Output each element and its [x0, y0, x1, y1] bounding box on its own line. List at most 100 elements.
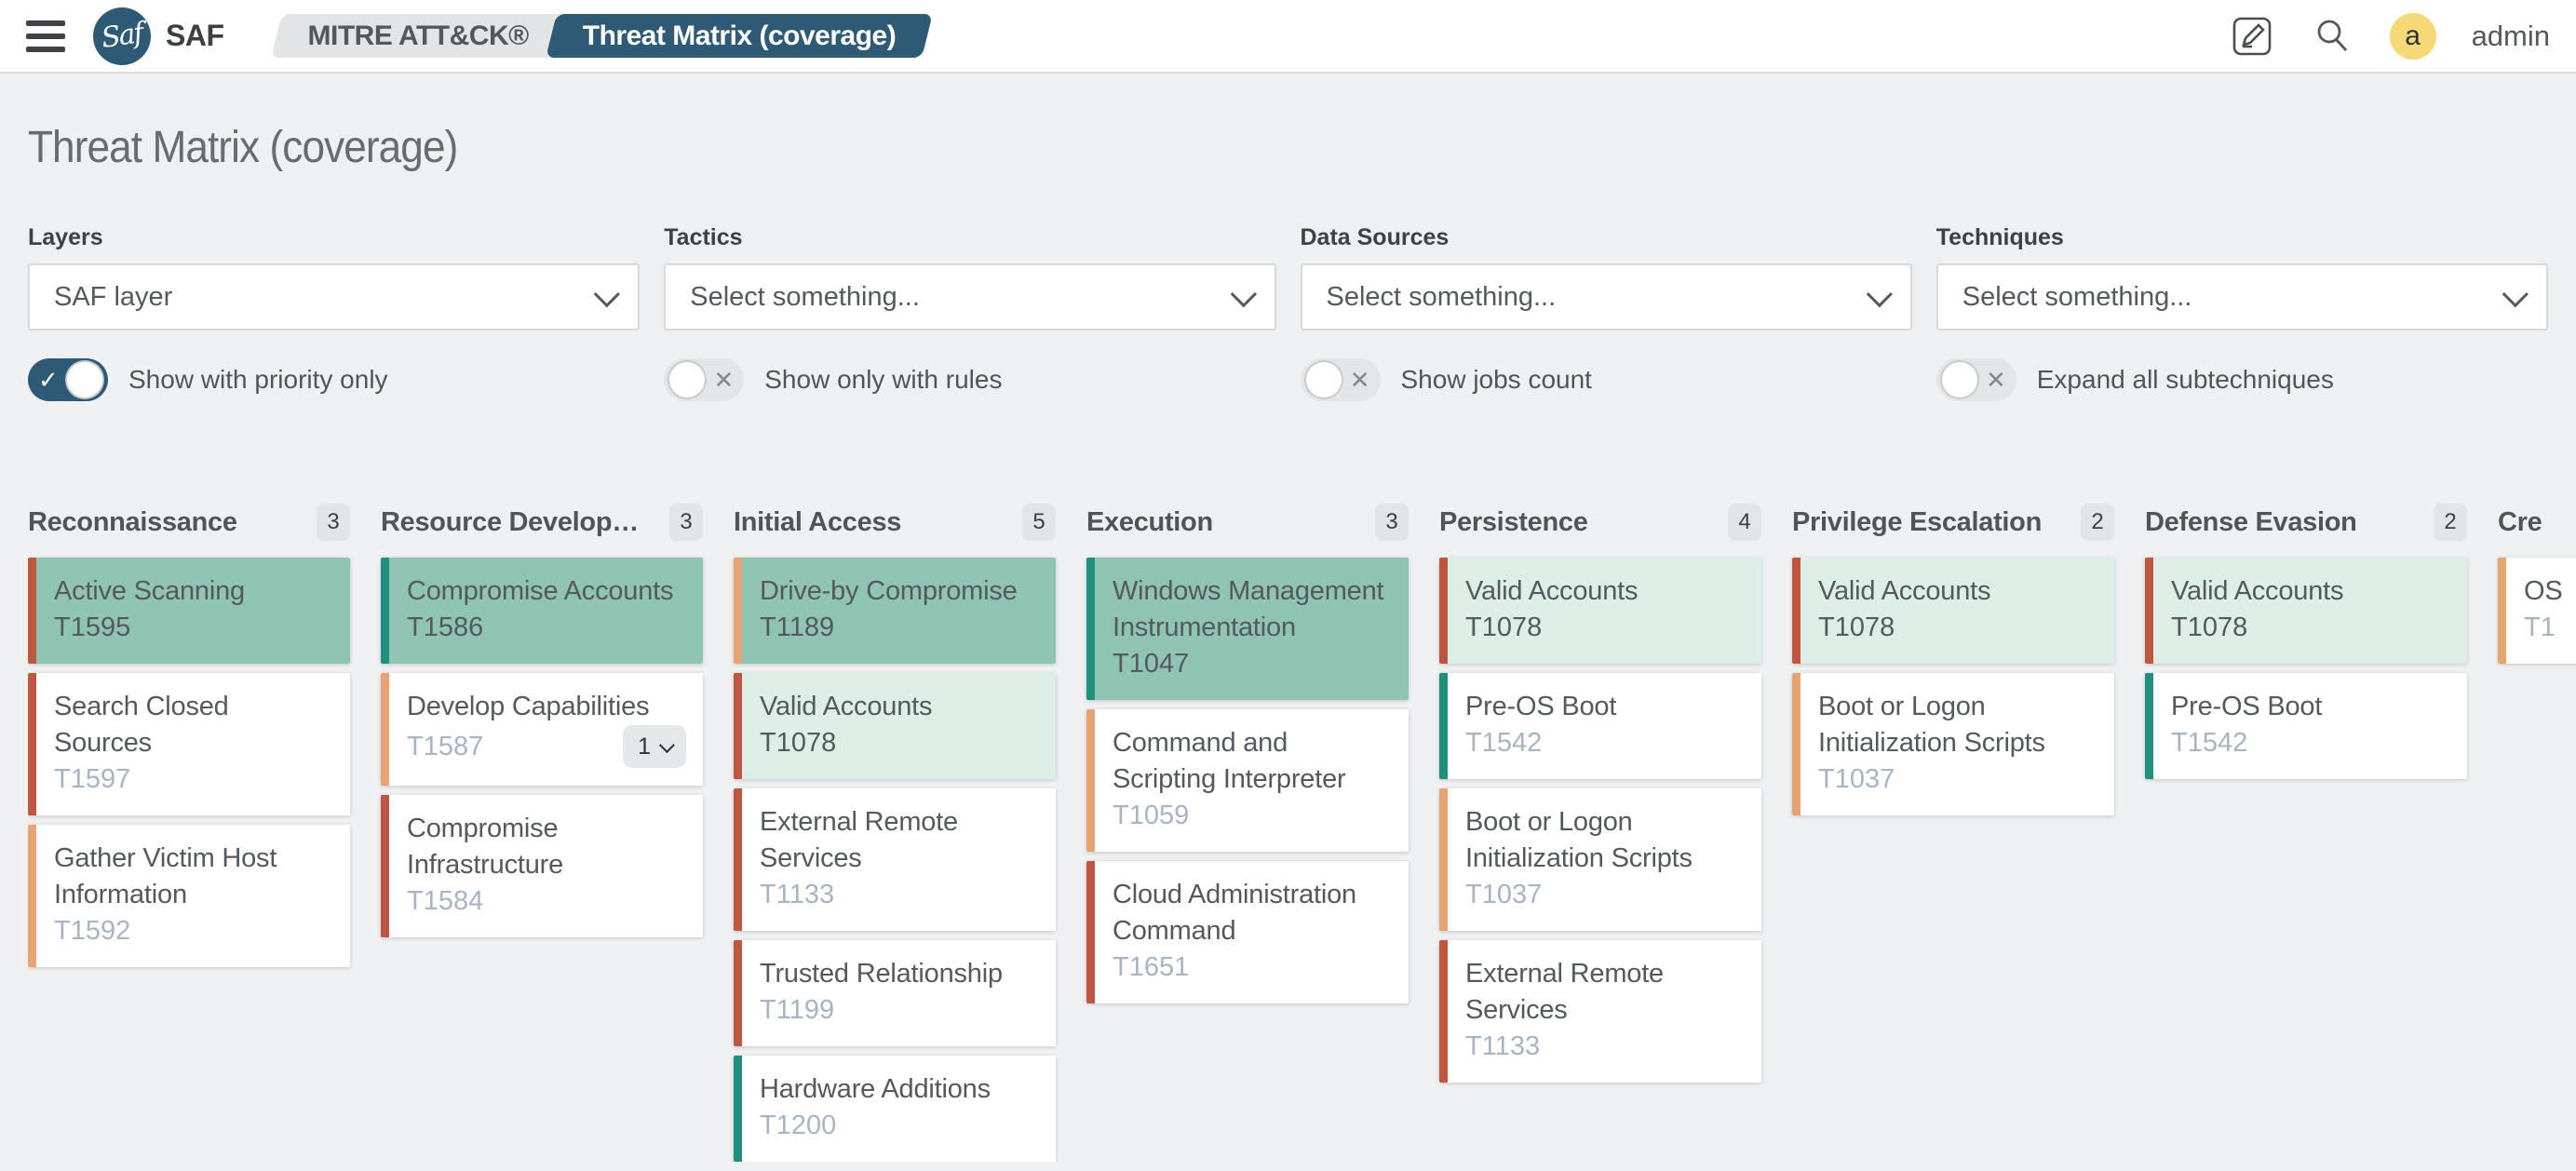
priority-color-bar: [381, 673, 389, 786]
filter-label: Layers: [28, 224, 103, 250]
technique-id-row: T1078: [1818, 610, 2097, 646]
technique-id: T1: [2524, 612, 2556, 642]
filter-group-layers: Layers SAF layer ✓ Show with priority only: [28, 224, 641, 401]
subtechniques-expand-button[interactable]: 1: [623, 725, 686, 768]
technique-card-t1597[interactable]: Search Closed Sources T1597: [28, 673, 350, 815]
breadcrumb-mitre-attack[interactable]: MITRE ATT&CK®: [276, 14, 560, 58]
technique-id: T1200: [760, 1110, 837, 1140]
tactic-name: Reconnaissance: [28, 506, 237, 537]
toggle-row: ✓ Show with priority only: [28, 358, 640, 401]
tactic-name: Defense Evasion: [2145, 506, 2357, 537]
edit-icon[interactable]: [2230, 14, 2274, 59]
technique-id-row: T1047: [1113, 646, 1392, 682]
tactic-name: Privilege Escalation: [1792, 506, 2043, 537]
technique-card-body: Pre-OS Boot T1542: [2153, 673, 2467, 779]
priority-color-bar: [28, 673, 36, 815]
technique-id-row: T1651: [1113, 949, 1392, 986]
priority-color-bar: [1439, 940, 1448, 1083]
technique-card-t1595[interactable]: Active Scanning T1595: [28, 558, 350, 664]
priority-color-bar: [734, 788, 742, 931]
technique-card-body: Boot or Logon Initialization Scripts T103…: [1801, 673, 2114, 815]
select-value: Select something...: [1962, 281, 2192, 312]
page-title: Threat Matrix (coverage): [28, 123, 458, 172]
technique-card-t1078[interactable]: Valid Accounts T1078: [2145, 558, 2467, 664]
technique-card-t1200[interactable]: Hardware Additions T1200: [734, 1056, 1056, 1162]
tactic-header: Privilege Escalation 2: [1792, 502, 2114, 543]
technique-card-t1037[interactable]: Boot or Logon Initialization Scripts T103…: [1439, 788, 1761, 931]
technique-title: Command and Scripting Interpreter: [1113, 728, 1346, 794]
technique-title: Pre-OS Boot: [1465, 692, 1617, 721]
technique-card-t1587[interactable]: Develop Capabilities T1587 1: [381, 673, 703, 786]
technique-id: T1078: [2171, 612, 2248, 642]
tactic-count-badge: 3: [1375, 504, 1409, 541]
threat-matrix: Reconnaissance 3 Active Scanning T1595 Searc…: [28, 502, 2576, 1162]
technique-id: T1059: [1113, 801, 1190, 830]
toggle-expand-all-subtechniques[interactable]: ✕: [1935, 358, 2016, 401]
technique-card-t1592[interactable]: Gather Victim Host Information T1592: [28, 825, 350, 967]
avatar[interactable]: a: [2389, 12, 2436, 60]
technique-card-t1199[interactable]: Trusted Relationship T1199: [734, 940, 1056, 1046]
technique-card-t1037[interactable]: Boot or Logon Initialization Scripts T103…: [1792, 673, 2114, 815]
technique-card-t1047[interactable]: Windows Management Instrumentation T1047: [1086, 558, 1409, 700]
toggle-show-with-priority-only[interactable]: ✓: [28, 358, 108, 401]
technique-id-row: T1037: [1465, 877, 1745, 913]
tactic-column-cre: Cre OS T1: [2498, 502, 2576, 1162]
select-layers[interactable]: SAF layer: [28, 263, 641, 330]
toggle-show-jobs-count[interactable]: ✕: [1300, 358, 1381, 401]
technique-card-t1584[interactable]: Compromise Infrastructure T1584: [381, 795, 703, 937]
technique-card-body: Hardware Additions T1200: [742, 1056, 1056, 1162]
technique-card-t1078[interactable]: Valid Accounts T1078: [734, 673, 1056, 779]
search-icon[interactable]: [2310, 14, 2354, 59]
tactic-column-resource-development: Resource Development 3 Compromise Accounts…: [381, 502, 703, 1162]
technique-id-row: T1592: [54, 913, 333, 949]
toggle-label: Show jobs count: [1400, 365, 1592, 394]
technique-card-body: Gather Victim Host Information T1592: [36, 825, 350, 967]
priority-color-bar: [1792, 673, 1801, 815]
technique-card-body: Compromise Accounts T1586: [389, 558, 703, 664]
technique-card-body: Boot or Logon Initialization Scripts T103…: [1448, 788, 1761, 931]
select-tactics[interactable]: Select something...: [664, 263, 1276, 330]
technique-title: OS: [2524, 576, 2563, 606]
select-techniques[interactable]: Select something...: [1935, 263, 2548, 330]
select-value: SAF layer: [54, 281, 173, 312]
technique-card-t1[interactable]: OS T1: [2498, 558, 2576, 664]
technique-id-row: T1199: [760, 992, 1039, 1029]
tactic-name: Cre: [2498, 506, 2542, 537]
breadcrumb-threat-matrix[interactable]: Threat Matrix (coverage): [551, 14, 927, 58]
technique-card-body: Valid Accounts T1078: [2153, 558, 2467, 664]
filters-bar: Layers SAF layer ✓ Show with priority only T…: [28, 224, 2548, 401]
saf-logo-icon[interactable]: Saf: [93, 7, 151, 65]
tactic-name: Execution: [1086, 506, 1213, 537]
technique-card-t1133[interactable]: External Remote Services T1133: [734, 788, 1056, 931]
technique-id: T1542: [2171, 728, 2248, 758]
tactic-count-badge: 3: [317, 504, 350, 541]
technique-card-t1078[interactable]: Valid Accounts T1078: [1439, 558, 1761, 664]
tactic-header: Reconnaissance 3: [28, 502, 350, 543]
technique-card-t1586[interactable]: Compromise Accounts T1586: [381, 558, 703, 664]
technique-card-t1078[interactable]: Valid Accounts T1078: [1792, 558, 2114, 664]
technique-id: T1133: [1465, 1031, 1541, 1061]
technique-id: T1587: [407, 731, 484, 761]
select-data-sources[interactable]: Select something...: [1300, 263, 1912, 330]
technique-title: Develop Capabilities: [407, 692, 650, 721]
technique-card-t1651[interactable]: Cloud Administration Command T1651: [1086, 861, 1409, 1003]
priority-color-bar: [734, 673, 742, 779]
filter-label: Techniques: [1935, 224, 2064, 250]
technique-card-body: Compromise Infrastructure T1584: [389, 795, 703, 937]
toggle-show-only-with-rules[interactable]: ✕: [664, 358, 745, 401]
technique-id: T1199: [760, 995, 835, 1025]
technique-id: T1037: [1818, 764, 1895, 794]
technique-id: T1651: [1113, 952, 1190, 982]
technique-card-t1542[interactable]: Pre-OS Boot T1542: [1439, 673, 1761, 779]
technique-card-t1059[interactable]: Command and Scripting Interpreter T1059: [1086, 709, 1409, 852]
technique-title: Gather Victim Host Information: [54, 843, 277, 909]
technique-card-t1133[interactable]: External Remote Services T1133: [1439, 940, 1761, 1083]
technique-card-body: Valid Accounts T1078: [742, 673, 1056, 779]
tactic-count-badge: 2: [2081, 504, 2114, 541]
breadcrumb: MITRE ATT&CK® Threat Matrix (coverage): [276, 14, 928, 58]
technique-card-t1542[interactable]: Pre-OS Boot T1542: [2145, 673, 2467, 779]
menu-icon[interactable]: [26, 20, 65, 52]
technique-card-t1189[interactable]: Drive-by Compromise T1189: [734, 558, 1056, 664]
technique-title: Valid Accounts: [760, 692, 933, 721]
technique-card-body: Develop Capabilities T1587 1: [389, 673, 703, 786]
